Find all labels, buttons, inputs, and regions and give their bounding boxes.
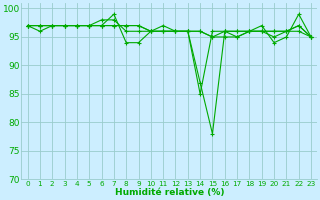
X-axis label: Humidité relative (%): Humidité relative (%) (115, 188, 224, 197)
